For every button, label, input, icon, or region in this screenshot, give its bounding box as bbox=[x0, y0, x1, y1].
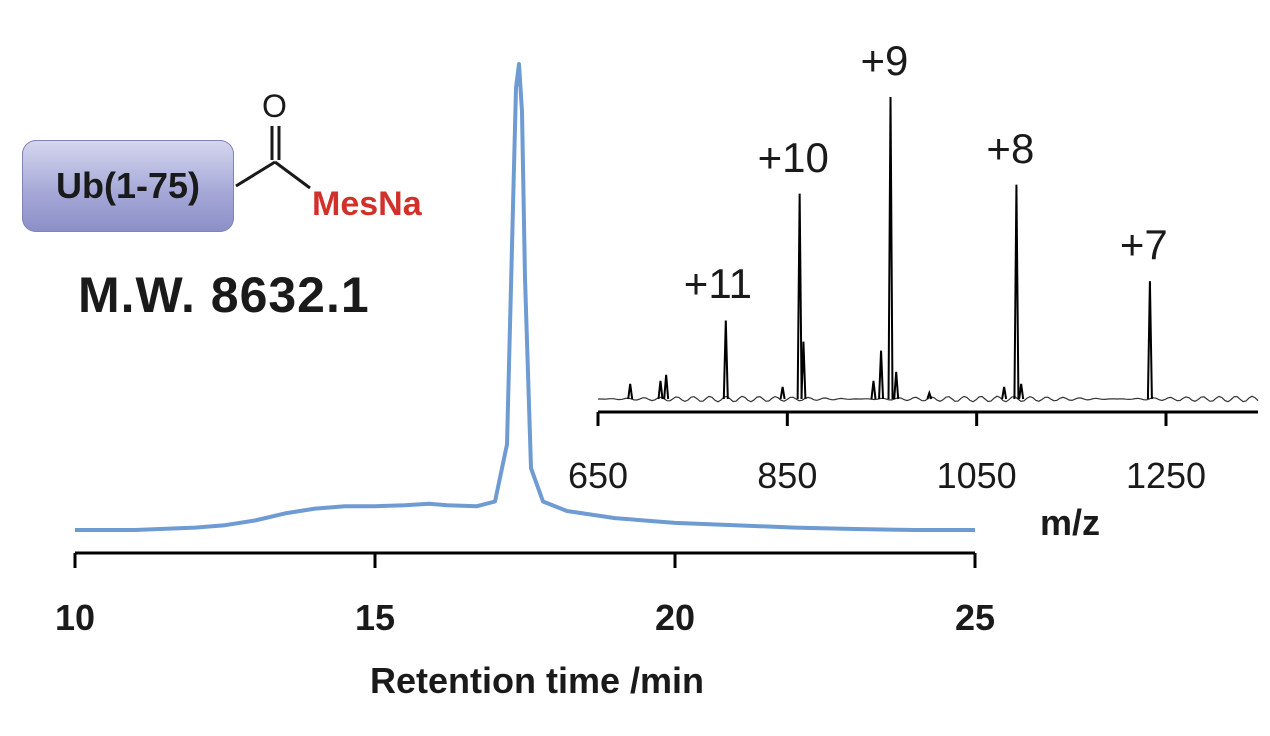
ms-x-tick-label: 1250 bbox=[1126, 455, 1206, 496]
hplc-chart: 10 15 20 25 bbox=[55, 62, 995, 638]
ms-peak bbox=[1146, 281, 1153, 400]
ub-box bbox=[22, 140, 234, 232]
ms-x-tick-label: 650 bbox=[568, 455, 628, 496]
ms-peak bbox=[1013, 184, 1020, 400]
ub-box-label: Ub(1-75) bbox=[55, 165, 201, 206]
hplc-x-tick-label: 10 bbox=[55, 597, 95, 638]
hplc-x-tick-label: 25 bbox=[955, 597, 995, 638]
ms-peak bbox=[1018, 383, 1025, 400]
bond-ub-carbon bbox=[235, 160, 276, 188]
ms-peak bbox=[657, 380, 664, 400]
charge-label: +11 bbox=[683, 260, 752, 308]
hplc-x-axis-label: Retention time /min bbox=[370, 660, 705, 701]
ms-peak bbox=[1001, 386, 1008, 400]
ms-peak bbox=[800, 341, 807, 400]
carbonyl-oxygen-label: O bbox=[262, 88, 287, 124]
ms-x-axis-label: m/z bbox=[1040, 502, 1101, 543]
ms-peak bbox=[878, 350, 885, 400]
molecular-weight-label: M.W. 8632.1 bbox=[78, 267, 370, 323]
ms-peak bbox=[926, 389, 933, 400]
ms-peak bbox=[663, 374, 670, 400]
thioester-bonds bbox=[235, 126, 311, 190]
hplc-x-tick-label: 20 bbox=[655, 597, 695, 638]
charge-label: +8 bbox=[986, 124, 1035, 172]
ms-peak bbox=[627, 383, 634, 400]
charge-label: +10 bbox=[757, 133, 829, 181]
ms-peak bbox=[722, 320, 729, 400]
ms-peak bbox=[779, 386, 786, 400]
ms-x-tick-label: 1050 bbox=[937, 455, 1017, 496]
ms-peak bbox=[893, 371, 900, 400]
ms-peak bbox=[796, 193, 803, 400]
ms-peak bbox=[870, 380, 877, 400]
hplc-trace bbox=[75, 62, 975, 532]
ms-peak bbox=[887, 96, 894, 400]
hplc-x-tick-label: 15 bbox=[355, 597, 395, 638]
charge-label: +9 bbox=[860, 37, 909, 84]
ms-x-tick-label: 850 bbox=[757, 455, 817, 496]
ms-inset-chart: 650 850 1050 1250 bbox=[568, 96, 1259, 496]
charge-label: +7 bbox=[1119, 221, 1168, 269]
bond-carbon-s bbox=[274, 160, 311, 190]
mesna-label: MesNa bbox=[312, 185, 422, 223]
